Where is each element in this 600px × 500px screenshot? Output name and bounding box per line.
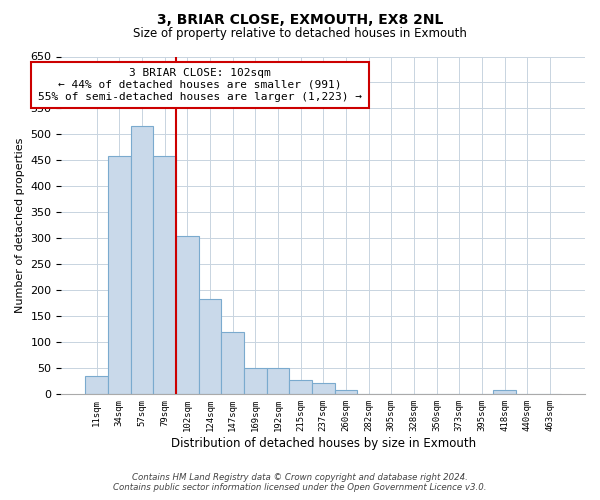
Text: 3 BRIAR CLOSE: 102sqm
← 44% of detached houses are smaller (991)
55% of semi-det: 3 BRIAR CLOSE: 102sqm ← 44% of detached … — [38, 68, 362, 102]
Bar — [153, 156, 176, 394]
Bar — [176, 236, 199, 394]
Bar — [289, 380, 312, 394]
Bar — [108, 156, 131, 394]
Text: Contains HM Land Registry data © Crown copyright and database right 2024.
Contai: Contains HM Land Registry data © Crown c… — [113, 473, 487, 492]
Bar — [312, 383, 335, 394]
Bar — [266, 368, 289, 394]
Bar — [199, 299, 221, 394]
Bar — [335, 390, 357, 394]
X-axis label: Distribution of detached houses by size in Exmouth: Distribution of detached houses by size … — [170, 437, 476, 450]
Text: 3, BRIAR CLOSE, EXMOUTH, EX8 2NL: 3, BRIAR CLOSE, EXMOUTH, EX8 2NL — [157, 12, 443, 26]
Bar — [493, 390, 516, 394]
Y-axis label: Number of detached properties: Number of detached properties — [15, 138, 25, 313]
Text: Size of property relative to detached houses in Exmouth: Size of property relative to detached ho… — [133, 28, 467, 40]
Bar — [221, 332, 244, 394]
Bar — [244, 368, 266, 394]
Bar — [131, 126, 153, 394]
Bar — [85, 376, 108, 394]
